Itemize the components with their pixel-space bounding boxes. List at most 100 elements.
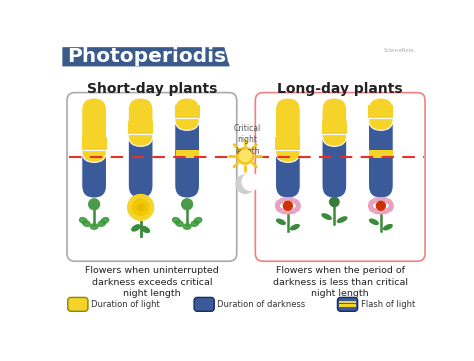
Ellipse shape: [376, 197, 384, 201]
Ellipse shape: [276, 200, 280, 208]
Text: Short-day plants: Short-day plants: [87, 82, 217, 96]
Ellipse shape: [291, 225, 299, 230]
Ellipse shape: [383, 198, 390, 203]
Ellipse shape: [136, 199, 143, 204]
FancyBboxPatch shape: [82, 98, 107, 162]
Circle shape: [237, 147, 254, 164]
Bar: [128, 121, 153, 134]
FancyBboxPatch shape: [255, 93, 425, 261]
Ellipse shape: [279, 208, 285, 214]
Ellipse shape: [144, 202, 148, 209]
Ellipse shape: [142, 209, 148, 214]
Ellipse shape: [371, 198, 377, 204]
Ellipse shape: [277, 219, 285, 225]
Ellipse shape: [283, 197, 291, 201]
FancyBboxPatch shape: [194, 297, 214, 311]
Ellipse shape: [173, 218, 180, 223]
FancyBboxPatch shape: [175, 98, 200, 130]
Circle shape: [376, 201, 385, 210]
Circle shape: [330, 197, 339, 206]
Ellipse shape: [369, 200, 373, 208]
Text: Photoperiodism: Photoperiodism: [67, 47, 247, 66]
FancyBboxPatch shape: [68, 297, 88, 311]
Ellipse shape: [133, 202, 137, 209]
Circle shape: [239, 150, 251, 162]
FancyBboxPatch shape: [67, 93, 237, 261]
Text: Long-day plants: Long-day plants: [277, 82, 403, 96]
Bar: [175, 150, 199, 158]
Ellipse shape: [132, 225, 140, 231]
FancyBboxPatch shape: [322, 98, 347, 146]
Circle shape: [236, 175, 255, 193]
Ellipse shape: [141, 226, 149, 232]
Ellipse shape: [337, 217, 347, 222]
Ellipse shape: [144, 205, 148, 212]
FancyBboxPatch shape: [368, 98, 393, 198]
Circle shape: [283, 201, 292, 210]
Ellipse shape: [388, 200, 393, 207]
Text: Duration of darkness: Duration of darkness: [218, 300, 306, 309]
Ellipse shape: [134, 209, 139, 214]
Ellipse shape: [372, 208, 379, 214]
Ellipse shape: [278, 198, 284, 204]
Ellipse shape: [140, 214, 149, 220]
Ellipse shape: [129, 196, 137, 204]
Ellipse shape: [383, 225, 392, 230]
Circle shape: [89, 199, 100, 210]
Ellipse shape: [129, 211, 137, 218]
Bar: [82, 137, 107, 150]
Circle shape: [137, 204, 144, 211]
Ellipse shape: [133, 205, 137, 212]
Ellipse shape: [140, 195, 149, 200]
FancyBboxPatch shape: [337, 297, 357, 311]
Ellipse shape: [132, 195, 141, 200]
Ellipse shape: [291, 208, 298, 213]
Ellipse shape: [142, 200, 148, 206]
FancyBboxPatch shape: [82, 98, 107, 198]
Ellipse shape: [132, 214, 141, 220]
Bar: [322, 121, 347, 134]
Ellipse shape: [134, 200, 139, 206]
Ellipse shape: [139, 199, 146, 204]
FancyBboxPatch shape: [128, 98, 153, 198]
FancyBboxPatch shape: [128, 98, 153, 146]
Ellipse shape: [284, 210, 292, 214]
Ellipse shape: [384, 208, 391, 213]
Text: Duration of light: Duration of light: [91, 300, 160, 309]
FancyBboxPatch shape: [275, 98, 300, 162]
Ellipse shape: [191, 221, 199, 226]
Text: Flash of light: Flash of light: [361, 300, 415, 309]
Ellipse shape: [369, 204, 374, 212]
Ellipse shape: [128, 199, 134, 208]
FancyBboxPatch shape: [368, 98, 393, 130]
Text: ScienceNote..: ScienceNote..: [383, 48, 417, 53]
Ellipse shape: [296, 204, 300, 211]
Ellipse shape: [295, 200, 300, 207]
Bar: [368, 105, 393, 118]
Ellipse shape: [136, 195, 146, 199]
Ellipse shape: [389, 204, 393, 211]
Ellipse shape: [82, 221, 90, 226]
Circle shape: [182, 199, 192, 210]
Ellipse shape: [80, 218, 87, 223]
Text: Critical
night
length: Critical night length: [234, 124, 261, 156]
FancyBboxPatch shape: [275, 98, 300, 198]
Ellipse shape: [128, 203, 132, 212]
Bar: [339, 300, 356, 303]
FancyBboxPatch shape: [175, 98, 200, 198]
Ellipse shape: [90, 224, 98, 229]
Ellipse shape: [147, 199, 153, 208]
Ellipse shape: [128, 207, 134, 216]
Polygon shape: [63, 47, 230, 66]
Ellipse shape: [378, 210, 385, 214]
Ellipse shape: [149, 203, 154, 212]
Bar: [275, 137, 300, 150]
Bar: [175, 105, 200, 118]
Ellipse shape: [98, 221, 106, 226]
Bar: [369, 150, 392, 158]
FancyBboxPatch shape: [322, 98, 347, 198]
Ellipse shape: [136, 216, 146, 220]
Circle shape: [242, 173, 259, 190]
Ellipse shape: [183, 224, 191, 229]
Ellipse shape: [136, 211, 143, 215]
